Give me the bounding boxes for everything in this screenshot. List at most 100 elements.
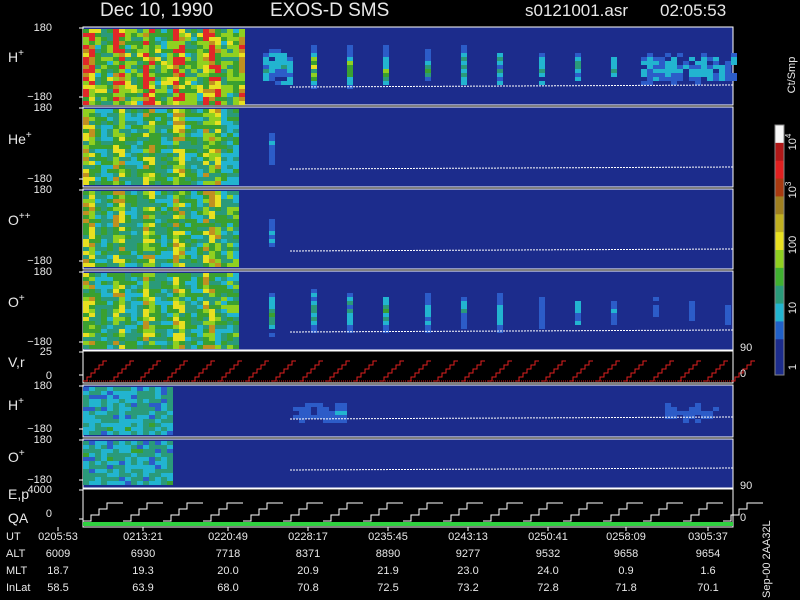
spectrogram-cell <box>191 137 197 141</box>
spectrogram-cell <box>149 411 155 415</box>
spectrogram-cell <box>173 329 179 333</box>
spectrogram-cell <box>83 49 89 53</box>
spectrogram-cell <box>101 89 107 93</box>
spectrogram-cell <box>209 89 215 93</box>
spectrogram-cell <box>233 61 239 65</box>
spectrogram-cell <box>101 469 107 473</box>
spectrogram-cell <box>95 129 101 133</box>
spectrogram-cell <box>137 473 143 477</box>
row-label: ALT <box>6 548 26 560</box>
spectrogram-cell <box>173 321 179 325</box>
spectrogram-cell <box>233 341 239 345</box>
spectrogram-cell <box>101 133 107 137</box>
spectrogram-cell <box>125 481 131 485</box>
spectrogram-cell <box>101 441 107 445</box>
spectrogram-cell <box>149 345 155 349</box>
spectrogram-cell <box>143 77 149 81</box>
spectrogram-cell <box>185 145 191 149</box>
spectrogram-cell <box>119 441 125 445</box>
spectrogram-cell <box>203 29 209 33</box>
spectrogram-cell <box>659 73 665 77</box>
spectrogram-cell <box>197 313 203 317</box>
spectrogram-cell <box>143 313 149 317</box>
spectrogram-cell <box>101 239 107 243</box>
spectrogram-cell <box>347 77 353 81</box>
spectrogram-cell <box>173 133 179 137</box>
spectrogram-cell <box>131 191 137 195</box>
spectrogram-cell <box>149 341 155 345</box>
spectrogram-cell <box>233 49 239 53</box>
spectrogram-cell <box>119 169 125 173</box>
spectrogram-cell <box>425 321 431 325</box>
spectrogram-cell <box>149 97 155 101</box>
spectrogram-cell <box>203 239 209 243</box>
spectrogram-cell <box>227 333 233 337</box>
spectrogram-cell <box>239 97 245 101</box>
spectrogram-cell <box>143 297 149 301</box>
spectrogram-cell <box>89 341 95 345</box>
spectrogram-cell <box>191 239 197 243</box>
spectrogram-cell <box>179 85 185 89</box>
spectrogram-cell <box>269 325 275 329</box>
spectrogram-cell <box>215 211 221 215</box>
spectrogram-cell <box>215 247 221 251</box>
spectrogram-cell <box>113 453 119 457</box>
spectrogram-cell <box>203 125 209 129</box>
spectrogram-cell <box>137 415 143 419</box>
spectrogram-cell <box>155 395 161 399</box>
spectrogram-cell <box>107 157 113 161</box>
spectrogram-cell <box>215 145 221 149</box>
spectrogram-cell <box>275 81 281 85</box>
spectrogram-cell <box>281 81 287 85</box>
spectrogram-cell <box>131 77 137 81</box>
spectrogram-cell <box>101 337 107 341</box>
spectrogram-cell <box>89 177 95 181</box>
spectrogram-cell <box>203 109 209 113</box>
spectrogram-cell <box>203 273 209 277</box>
spectrogram-cell <box>83 297 89 301</box>
spectrogram-cell <box>95 109 101 113</box>
spectrogram-cell <box>155 41 161 45</box>
spectrogram-cell <box>155 141 161 145</box>
spectrogram-cell <box>215 341 221 345</box>
spectrogram-cell <box>113 195 119 199</box>
spectrogram-cell <box>107 465 113 469</box>
spectrogram-cell <box>137 157 143 161</box>
spectrogram-cell <box>173 263 179 267</box>
spectrogram-cell <box>101 431 107 435</box>
spectrogram-cell <box>137 457 143 461</box>
spectrogram-cell <box>269 239 275 243</box>
spectrogram-cell <box>131 387 137 391</box>
spectrogram-cell <box>425 325 431 329</box>
spectrogram-cell <box>89 305 95 309</box>
spectrogram-cell <box>155 301 161 305</box>
spectrogram-cell <box>161 395 167 399</box>
spectrogram-cell <box>203 137 209 141</box>
spectrogram-cell <box>269 321 275 325</box>
spectrogram-cell <box>83 61 89 65</box>
spectrogram-cell <box>497 317 503 321</box>
spectrogram-cell <box>209 77 215 81</box>
spectrogram-cell <box>665 73 671 77</box>
spectrogram-cell <box>125 169 131 173</box>
spectrogram-cell <box>137 125 143 129</box>
spectrogram-cell <box>173 181 179 185</box>
spectrogram-cell <box>227 69 233 73</box>
panel-label: O++ <box>8 211 31 228</box>
spectrogram-cell <box>89 153 95 157</box>
spectrogram-cell <box>647 65 653 69</box>
spectrogram-cell <box>83 199 89 203</box>
spectrogram-cell <box>383 313 389 317</box>
spectrogram-cell <box>161 69 167 73</box>
spectrogram-cell <box>233 153 239 157</box>
spectrogram-cell <box>221 199 227 203</box>
spectrogram-cell <box>137 403 143 407</box>
spectrogram-cell <box>263 53 269 57</box>
spectrogram-cell <box>209 345 215 349</box>
spectrogram-cell <box>269 243 275 247</box>
spectrogram-cell <box>125 97 131 101</box>
spectrogram-cell <box>113 407 119 411</box>
spectrogram-cell <box>95 165 101 169</box>
spectrogram-cell <box>137 149 143 153</box>
spectrogram-cell <box>209 73 215 77</box>
